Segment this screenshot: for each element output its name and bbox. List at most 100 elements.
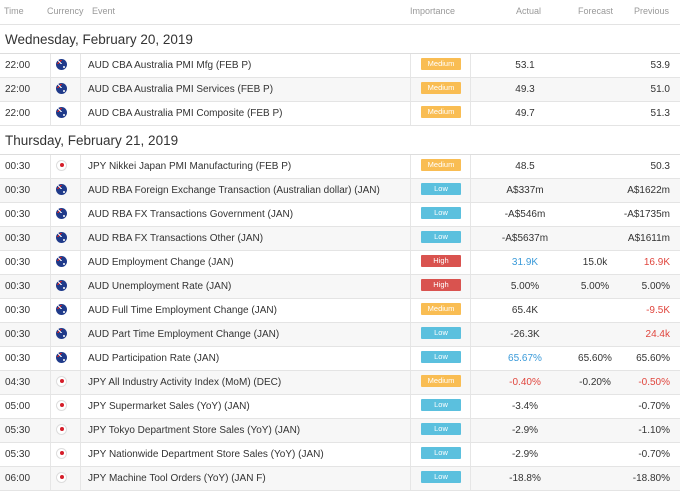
event-time: 05:30 [5,449,31,460]
event-row[interactable]: 05:30 JPY Nationwide Department Store Sa… [0,443,680,467]
event-time: 00:30 [5,161,31,172]
header-importance: Importance [410,6,456,16]
importance-badge: Low [421,471,461,484]
event-row[interactable]: 00:30 AUD Participation Rate (JAN) Low 6… [0,347,680,371]
event-name[interactable]: JPY All Industry Activity Index (MoM) (D… [88,377,282,388]
event-name[interactable]: JPY Nationwide Department Store Sales (Y… [88,449,324,460]
event-row[interactable]: 22:00 AUD CBA Australia PMI Mfg (FEB P) … [0,54,680,78]
event-row[interactable]: 04:30 JPY All Industry Activity Index (M… [0,371,680,395]
actual-value: 49.7 [515,108,535,119]
event-name[interactable]: JPY Tokyo Department Store Sales (YoY) (… [88,425,301,436]
currency-flag-cell [56,371,72,394]
event-time: 00:30 [5,305,31,316]
previous-value: 53.9 [650,60,670,71]
importance-badge: Medium [421,106,461,119]
event-time: 00:30 [5,281,31,292]
importance-cell: Low [421,179,461,202]
event-row[interactable]: 00:30 AUD RBA FX Transactions Other (JAN… [0,227,680,251]
event-row[interactable]: 00:30 AUD RBA Foreign Exchange Transacti… [0,179,680,203]
event-row[interactable]: 22:00 AUD CBA Australia PMI Services (FE… [0,78,680,102]
event-name[interactable]: AUD Participation Rate (JAN) [88,353,220,364]
importance-cell: Low [421,227,461,250]
importance-cell: Low [421,443,461,466]
event-time: 00:30 [5,209,31,220]
japan-flag-icon [56,471,67,483]
importance-cell: Medium [421,155,461,178]
importance-cell: Medium [421,102,461,125]
event-name[interactable]: AUD Part Time Employment Change (JAN) [88,329,280,340]
event-name[interactable]: JPY Machine Tool Orders (YoY) (JAN F) [88,473,266,484]
header-currency: Currency [47,6,84,16]
event-row[interactable]: 05:00 JPY Supermarket Sales (YoY) (JAN) … [0,395,680,419]
event-name[interactable]: AUD Employment Change (JAN) [88,257,234,268]
event-name[interactable]: AUD CBA Australia PMI Services (FEB P) [88,84,274,95]
forecast-value: 5.00% [580,281,610,292]
actual-value: A$337m [506,185,544,196]
previous-value: 16.9K [643,257,670,268]
header-forecast: Forecast [578,6,614,16]
event-row[interactable]: 00:30 JPY Nikkei Japan PMI Manufacturing… [0,155,680,179]
event-name[interactable]: AUD RBA FX Transactions Government (JAN) [88,209,294,220]
day-rows: 00:30 JPY Nikkei Japan PMI Manufacturing… [0,155,680,491]
previous-value: 50.3 [650,161,670,172]
event-name[interactable]: AUD CBA Australia PMI Composite (FEB P) [88,108,283,119]
previous-value: A$1622m [627,185,670,196]
event-name[interactable]: AUD Unemployment Rate (JAN) [88,281,232,292]
event-name[interactable]: AUD Full Time Employment Change (JAN) [88,305,277,316]
importance-cell: High [421,275,461,298]
event-row[interactable]: 00:30 AUD RBA FX Transactions Government… [0,203,680,227]
importance-cell: Low [421,395,461,418]
actual-value: 31.9K [511,257,539,268]
currency-flag-cell [56,275,72,298]
currency-flag-cell [56,54,72,77]
importance-badge: Medium [421,159,461,172]
currency-flag-cell [56,203,72,226]
previous-value: -1.10% [638,425,670,436]
event-name[interactable]: AUD CBA Australia PMI Mfg (FEB P) [88,60,252,71]
importance-badge: Low [421,351,461,364]
australia-flag-icon [56,207,67,219]
australia-flag-icon [56,106,67,118]
event-row[interactable]: 00:30 AUD Part Time Employment Change (J… [0,323,680,347]
event-time: 00:30 [5,329,31,340]
event-time: 22:00 [5,84,31,95]
currency-flag-cell [56,419,72,442]
japan-flag-icon [56,447,67,459]
event-row[interactable]: 00:30 AUD Full Time Employment Change (J… [0,299,680,323]
importance-badge: Low [421,183,461,196]
event-name[interactable]: JPY Nikkei Japan PMI Manufacturing (FEB … [88,161,292,172]
day-rows: 22:00 AUD CBA Australia PMI Mfg (FEB P) … [0,54,680,126]
importance-badge: Low [421,447,461,460]
event-name[interactable]: AUD RBA Foreign Exchange Transaction (Au… [88,185,380,196]
importance-cell: High [421,251,461,274]
event-name[interactable]: JPY Supermarket Sales (YoY) (JAN) [88,401,250,412]
currency-flag-cell [56,155,72,178]
importance-cell: Medium [421,54,461,77]
importance-badge: Low [421,207,461,220]
previous-value: -0.70% [638,401,670,412]
actual-value: 65.4K [511,305,539,316]
previous-value: 5.00% [641,281,670,292]
actual-value: 53.1 [515,60,535,71]
actual-value: -A$5637m [501,233,549,244]
event-row[interactable]: 06:00 JPY Machine Tool Orders (YoY) (JAN… [0,467,680,491]
event-row[interactable]: 00:30 AUD Employment Change (JAN) High 3… [0,251,680,275]
importance-badge: Low [421,327,461,340]
importance-badge: Low [421,231,461,244]
event-time: 04:30 [5,377,31,388]
currency-flag-cell [56,179,72,202]
importance-cell: Low [421,467,461,490]
importance-cell: Medium [421,299,461,322]
event-time: 00:30 [5,233,31,244]
australia-flag-icon [56,82,67,94]
actual-value: -18.8% [509,473,541,484]
australia-flag-icon [56,183,67,195]
event-time: 00:30 [5,185,31,196]
currency-flag-cell [56,443,72,466]
event-name[interactable]: AUD RBA FX Transactions Other (JAN) [88,233,264,244]
previous-value: -18.80% [632,473,670,484]
actual-value: -2.9% [511,425,539,436]
event-row[interactable]: 05:30 JPY Tokyo Department Store Sales (… [0,419,680,443]
event-row[interactable]: 22:00 AUD CBA Australia PMI Composite (F… [0,102,680,126]
event-row[interactable]: 00:30 AUD Unemployment Rate (JAN) High 5… [0,275,680,299]
